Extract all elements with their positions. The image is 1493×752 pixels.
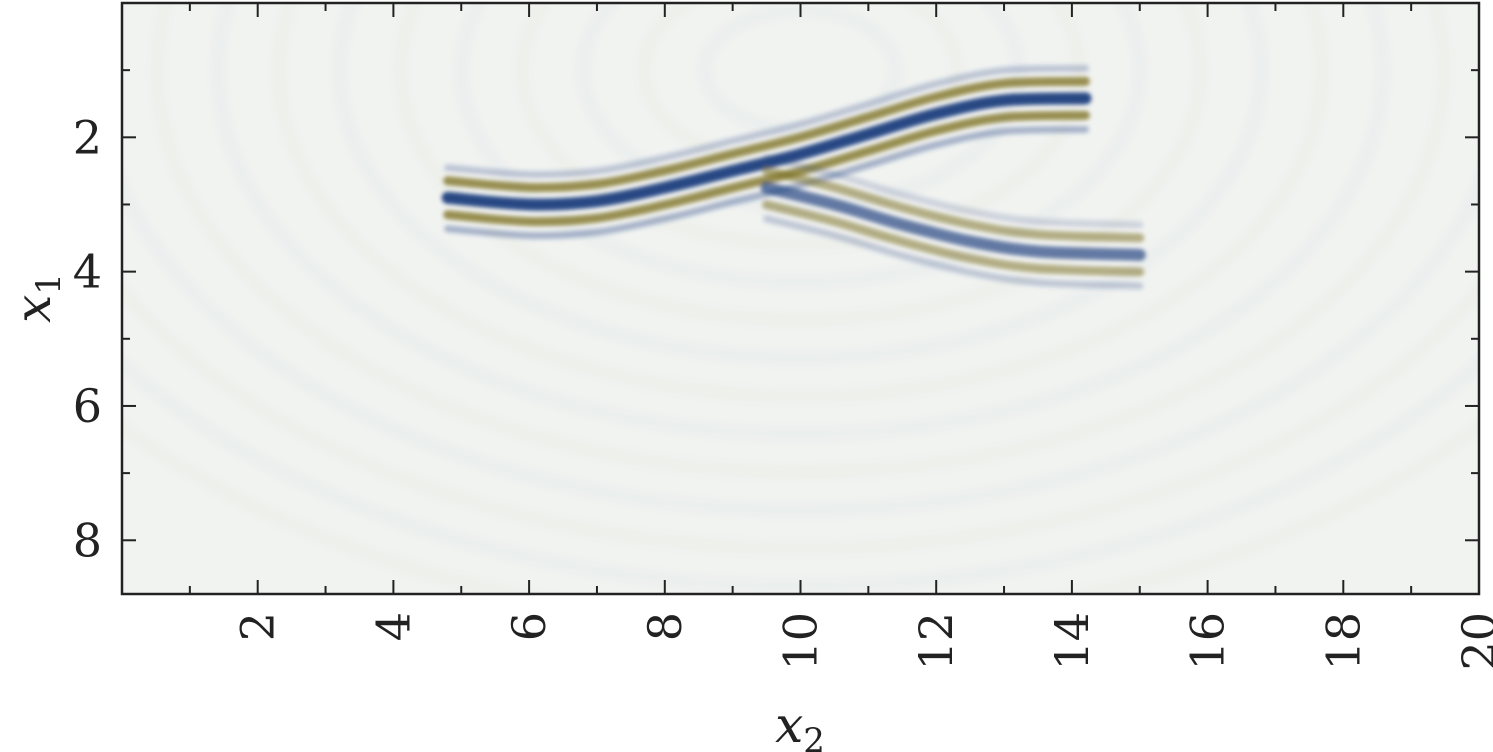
reflector-lower-reflector [763,154,1144,229]
x-axis-label-sub: 2 [803,721,825,752]
tick-labels: 2 4 6 8 10 12 14 16 18 20 2 4 6 8 [73,110,1493,670]
x-tick-label: 2 [231,612,285,641]
reflector-bands [441,64,1146,290]
y-axis-label-sub: 1 [29,273,69,295]
x-tick-label: 8 [638,612,692,641]
x-tick-label: 4 [366,612,420,641]
ripple-arc [277,3,1324,398]
reflector-upper-reflector [441,92,1092,211]
ripple-arc [338,3,1263,360]
y-axis-label: x1 [4,273,69,323]
ripple-arc [399,3,1202,322]
x-axis-label-main: x [775,696,803,752]
y-tick-label: 8 [73,513,102,567]
ripple-arc [216,3,1385,436]
reflector-lower-reflector [760,181,1146,261]
plot-background [122,3,1479,594]
y-tick-label: 6 [73,379,102,433]
ripple-arc [122,183,1479,512]
x-tick-label: 18 [1316,612,1370,671]
x-tick-label: 16 [1181,612,1235,671]
ripple-arc [459,3,1142,284]
x-tick-label: 20 [1452,612,1493,671]
reflector-upper-reflector [443,76,1090,193]
x-tick-label: 14 [1045,612,1099,671]
x-axis-label: x2 [775,696,825,752]
x-tick-label: 10 [774,612,828,671]
ripple-arc [155,3,1446,474]
reflector-lower-reflector [762,166,1145,243]
reflector-upper-reflector [444,64,1089,179]
y-tick-label: 2 [73,110,102,164]
x-tick-label: 12 [909,612,963,671]
x-tick-label: 6 [502,612,556,641]
reflector-upper-reflector [443,110,1090,227]
y-axis-label-main: x [4,295,62,323]
ripple-arc [122,288,1479,550]
reflector-lower-reflector [763,215,1144,290]
reflector-lower-reflector [762,200,1145,277]
axis-ticks [122,3,1480,594]
y-tick-label: 4 [73,245,102,299]
